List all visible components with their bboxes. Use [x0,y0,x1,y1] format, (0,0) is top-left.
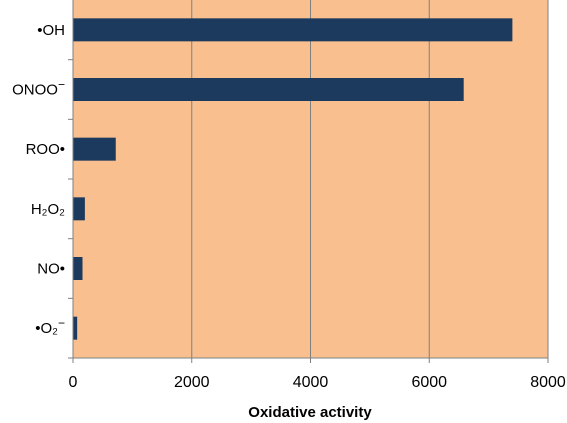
bar-1 [73,78,464,101]
category-label-3: H₂O₂ [31,201,65,218]
bars [73,18,513,340]
category-label-1: ONOO− [12,78,65,99]
category-label-0: •OH [37,22,65,39]
x-tick-label-2000: 2000 [174,374,210,391]
x-tick-label-6000: 6000 [411,374,447,391]
bar-2 [73,137,116,161]
x-tick-label-8000: 8000 [530,374,566,391]
category-label-5: •O₂− [35,316,65,337]
bar-3 [73,197,85,221]
x-tick-label-0: 0 [69,374,78,391]
gridlines [72,0,549,363]
bar-4 [73,257,83,280]
x-axis-title: Oxidative activity [248,404,372,421]
x-tick-label-4000: 4000 [293,374,329,391]
category-labels: •OH ONOO− ROO• H₂O₂ NO• •O₂− [12,22,73,359]
bar-5 [73,316,78,340]
category-label-2: ROO• [26,141,65,158]
x-tick-labels: 0 2000 4000 6000 8000 [69,374,566,391]
bar-0 [73,18,513,42]
category-label-4: NO• [37,261,65,278]
